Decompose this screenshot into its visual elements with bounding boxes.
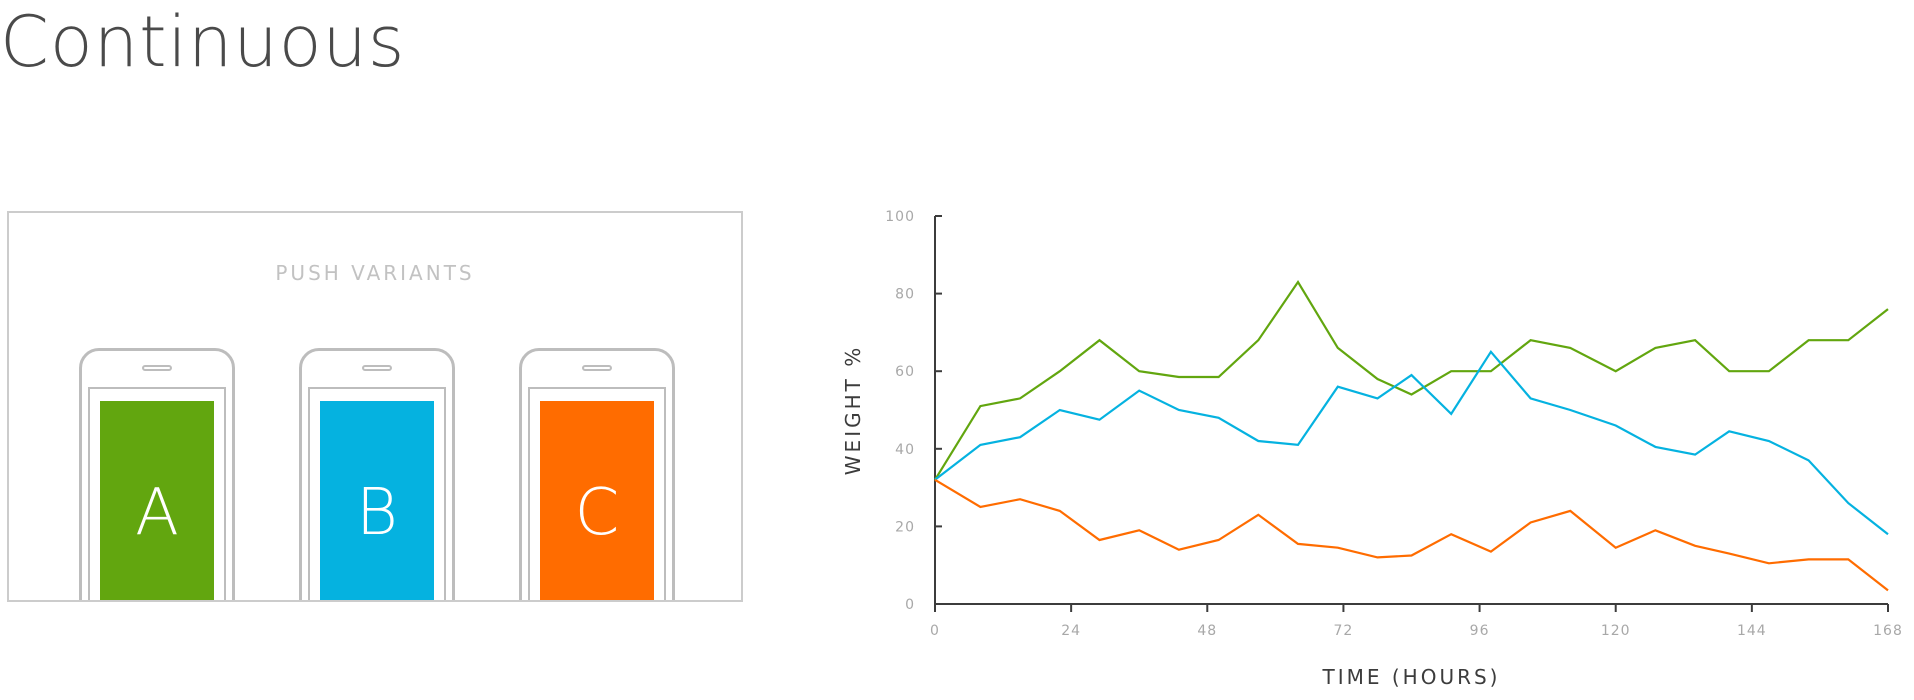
x-tick-label: 72 xyxy=(1334,623,1354,639)
phone-screen-frame: A xyxy=(88,387,226,600)
y-axis-title: WEIGHT % xyxy=(841,345,865,475)
phone-speaker-icon xyxy=(582,365,612,371)
series-line-orange xyxy=(934,478,1889,592)
phone-screen-frame: B xyxy=(308,387,446,600)
x-tick-label: 168 xyxy=(1873,623,1903,639)
variant-b-label: B xyxy=(356,476,398,550)
y-tick-label: 100 xyxy=(885,209,915,225)
x-tick-label: 96 xyxy=(1470,623,1490,639)
series-line-green xyxy=(934,279,1889,481)
x-tick-label: 48 xyxy=(1197,623,1217,639)
variant-b-screen: B xyxy=(320,401,434,600)
phone-variant-b: B xyxy=(299,348,455,600)
phone-speaker-icon xyxy=(142,365,172,371)
chart-axes: 0 20 40 60 80 100 0 24 48 72 96 120 144 168 xyxy=(885,209,1903,639)
x-tick-label: 0 xyxy=(930,623,940,639)
phone-speaker-icon xyxy=(362,365,392,371)
variant-c-screen: C xyxy=(540,401,654,600)
push-variants-panel: PUSH VARIANTS A B C xyxy=(7,211,743,602)
phone-variant-c: C xyxy=(519,348,675,600)
variant-c-label: C xyxy=(574,476,620,550)
y-tick-label: 40 xyxy=(895,442,915,458)
y-tick-label: 0 xyxy=(905,597,915,613)
variant-a-label: A xyxy=(135,476,179,550)
chart-series xyxy=(934,279,1889,592)
page-title: Continuous xyxy=(0,1,406,83)
x-tick-label: 120 xyxy=(1601,623,1631,639)
x-axis-title: TIME (HOURS) xyxy=(1322,665,1501,689)
phone-variant-a: A xyxy=(79,348,235,600)
variant-a-screen: A xyxy=(100,401,214,600)
panel-heading: PUSH VARIANTS xyxy=(275,261,475,285)
series-line-blue xyxy=(934,349,1889,536)
phone-screen-frame: C xyxy=(528,387,666,600)
x-tick-label: 144 xyxy=(1737,623,1767,639)
x-tick-label: 24 xyxy=(1061,623,1081,639)
y-tick-label: 80 xyxy=(895,287,915,303)
y-tick-label: 20 xyxy=(895,519,915,535)
y-tick-label: 60 xyxy=(895,364,915,380)
